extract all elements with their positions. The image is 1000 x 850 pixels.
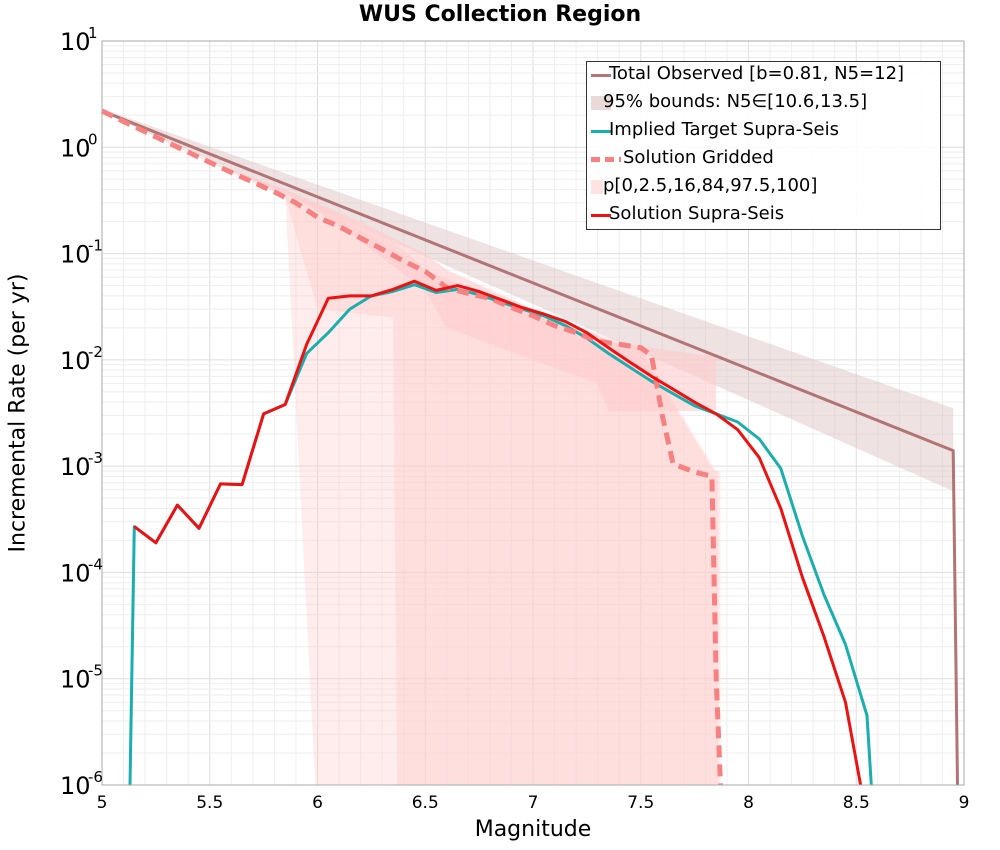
y-tick-label: 10 xyxy=(60,134,91,162)
y-tick-label: 10 xyxy=(60,772,91,800)
y-tick-exponent: 1 xyxy=(88,24,98,42)
legend-label-solution-supra: Solution Supra-Seis xyxy=(609,203,785,224)
legend-item-percentiles: p[0,2.5,16,84,97.5,100] xyxy=(587,174,942,202)
x-tick-label: 8 xyxy=(743,793,754,813)
legend-swatch-total-observed xyxy=(591,74,611,77)
x-tick-label: 7 xyxy=(528,793,539,813)
legend-item-solution-gridded: Solution Gridded xyxy=(587,146,942,174)
y-axis-label: Incremental Rate (per yr) xyxy=(5,273,31,553)
y-tick-exponent: -2 xyxy=(88,343,103,361)
legend-swatch-implied-target xyxy=(591,130,611,133)
legend-item-95-bounds: 95% bounds: N5∈[10.6,13.5] xyxy=(587,90,942,118)
x-tick-label: 9 xyxy=(959,793,970,813)
chart-title: WUS Collection Region xyxy=(358,2,642,27)
legend-item-implied-target: Implied Target Supra-Seis xyxy=(587,118,942,146)
legend-item-total-observed: Total Observed [b=0.81, N5=12] xyxy=(587,62,942,90)
legend-label-95-bounds: 95% bounds: N5∈[10.6,13.5] xyxy=(603,91,868,112)
percentile-band-16-84 xyxy=(102,109,717,412)
band-layer xyxy=(102,108,954,785)
series-line-0 xyxy=(101,109,959,786)
series-line-5 xyxy=(133,279,863,786)
x-tick-label: 7.5 xyxy=(627,793,654,813)
x-tick-label: 6 xyxy=(312,793,323,813)
y-tick-exponent: -6 xyxy=(88,768,103,786)
y-tick-label: 10 xyxy=(60,241,91,269)
percentile-band-0-100 xyxy=(102,109,721,785)
y-tick-exponent: -5 xyxy=(88,662,103,680)
legend: Total Observed [b=0.81, N5=12] 95% bound… xyxy=(586,61,941,230)
y-tick-label: 10 xyxy=(60,347,91,375)
y-tick-exponent: 0 xyxy=(88,130,98,148)
x-tick-label: 6.5 xyxy=(412,793,439,813)
y-tick-label: 10 xyxy=(60,666,91,694)
y-tick-exponent: -4 xyxy=(88,555,103,573)
x-axis-label: Magnitude xyxy=(474,817,592,842)
tick-labels: 5 5.5 6 6.5 7 7.5 8 8.5 910-610-510-410-310-210-… xyxy=(60,24,969,813)
legend-swatch-solution-supra xyxy=(591,214,611,217)
legend-item-solution-supra: Solution Supra-Seis xyxy=(587,202,942,230)
legend-label-total-observed: Total Observed [b=0.81, N5=12] xyxy=(609,63,905,84)
legend-swatch-95-bounds xyxy=(591,96,611,110)
percentile-band-2.5-97.5 xyxy=(102,109,719,785)
y-tick-label: 10 xyxy=(60,453,91,481)
legend-label-implied-target: Implied Target Supra-Seis xyxy=(609,119,839,140)
grid-lines xyxy=(101,41,965,786)
x-tick-label: 5 xyxy=(97,793,108,813)
series-lines xyxy=(100,108,959,786)
legend-swatch-percentiles xyxy=(591,180,603,194)
legend-label-percentiles: p[0,2.5,16,84,97.5,100] xyxy=(603,175,818,196)
y-tick-label: 10 xyxy=(60,28,91,56)
x-tick-label: 5.5 xyxy=(196,793,223,813)
y-tick-exponent: -3 xyxy=(88,449,103,467)
plot-frame xyxy=(101,40,965,786)
legend-swatch-solution-gridded xyxy=(591,157,621,162)
y-tick-exponent: -1 xyxy=(88,237,103,255)
y-tick-label: 10 xyxy=(60,559,91,587)
legend-label-solution-gridded: Solution Gridded xyxy=(623,147,774,168)
x-tick-label: 8.5 xyxy=(843,793,870,813)
